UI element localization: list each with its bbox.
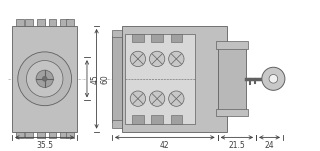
Circle shape: [36, 70, 53, 87]
Bar: [12, 26, 77, 132]
Circle shape: [27, 61, 63, 97]
Bar: [66, 19, 74, 26]
Bar: [26, 132, 33, 138]
Bar: [112, 120, 125, 128]
Bar: [66, 132, 74, 138]
Bar: [171, 34, 182, 42]
Bar: [16, 132, 24, 138]
Circle shape: [130, 91, 146, 106]
Bar: [151, 115, 163, 124]
Circle shape: [262, 67, 285, 90]
Bar: [60, 19, 68, 26]
Circle shape: [269, 74, 278, 83]
Bar: [112, 35, 122, 122]
Bar: [132, 34, 144, 42]
Bar: [112, 30, 125, 37]
Text: 45: 45: [91, 74, 100, 84]
Bar: [26, 19, 33, 26]
Bar: [49, 132, 56, 138]
Circle shape: [18, 52, 72, 106]
Bar: [125, 34, 195, 124]
Text: 35.5: 35.5: [36, 141, 53, 150]
Bar: [37, 132, 45, 138]
Bar: [151, 34, 163, 42]
Bar: [49, 19, 56, 26]
Bar: [171, 115, 182, 124]
Text: 24: 24: [265, 141, 274, 150]
Bar: [60, 132, 68, 138]
Bar: [16, 19, 24, 26]
Bar: [218, 47, 246, 111]
Circle shape: [130, 51, 146, 67]
Circle shape: [169, 51, 184, 67]
Circle shape: [149, 91, 165, 106]
Circle shape: [149, 51, 165, 67]
Bar: [37, 19, 45, 26]
Bar: [216, 41, 248, 49]
Bar: [132, 115, 144, 124]
Text: 42: 42: [160, 141, 170, 150]
Bar: [122, 26, 227, 132]
Text: 21.5: 21.5: [228, 141, 245, 150]
Bar: [216, 109, 248, 116]
Circle shape: [42, 76, 47, 81]
Text: 60: 60: [100, 74, 109, 84]
Circle shape: [169, 91, 184, 106]
